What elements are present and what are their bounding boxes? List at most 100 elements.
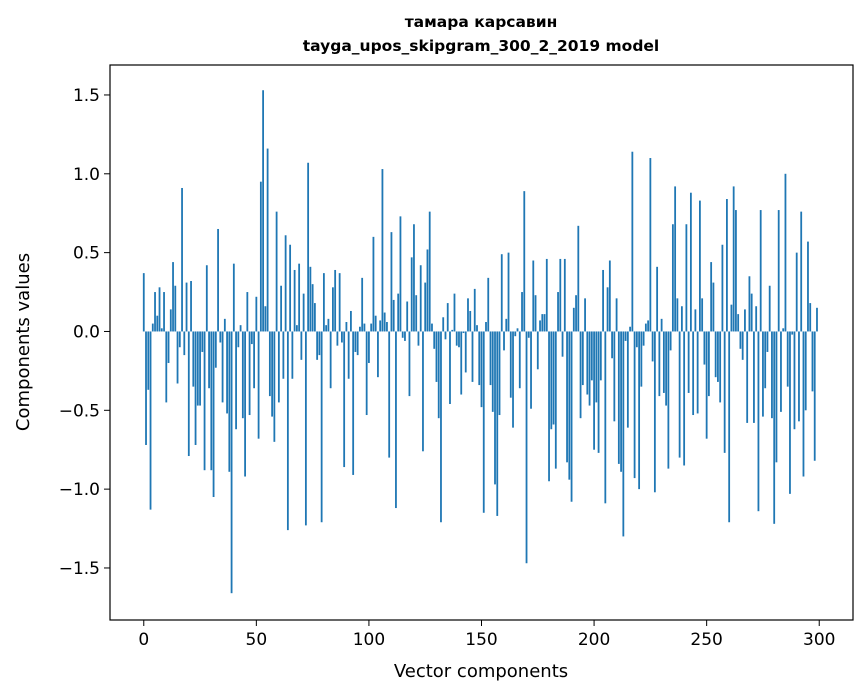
x-tick-label: 0 (138, 630, 149, 650)
bar (383, 312, 386, 332)
bar (196, 331, 199, 406)
bar (413, 224, 415, 332)
bar (489, 331, 492, 386)
y-axis-ticks: −1.5 −1.0 −0.5 0.0 0.5 1.0 1.5 (59, 86, 110, 579)
bar (262, 90, 264, 332)
bar (710, 262, 713, 332)
bar (514, 331, 517, 337)
bar (399, 216, 402, 332)
bar (431, 323, 433, 332)
bar (273, 331, 276, 442)
bar (410, 257, 413, 332)
bar (230, 331, 233, 594)
bar (708, 331, 710, 397)
bar (480, 331, 483, 408)
bar (419, 265, 422, 332)
bar (293, 269, 296, 332)
bar (593, 331, 595, 450)
bar (379, 320, 382, 332)
bar (780, 331, 782, 412)
bar (160, 328, 163, 332)
bar (753, 331, 755, 423)
bar (442, 317, 445, 332)
bar (615, 298, 618, 332)
bar (692, 331, 695, 416)
bar (167, 331, 170, 363)
bar (417, 331, 420, 346)
bar (604, 331, 607, 504)
bar (683, 331, 686, 466)
bar (640, 331, 643, 387)
bar (705, 331, 708, 439)
bar (201, 331, 204, 352)
bar (782, 328, 785, 332)
bar (226, 331, 228, 414)
bar (471, 331, 474, 382)
bar (685, 224, 688, 332)
bar (322, 273, 325, 332)
bar (332, 287, 334, 332)
bar (302, 293, 305, 332)
bar (327, 318, 330, 332)
y-tick-label: 0.5 (73, 244, 100, 264)
bar (795, 252, 798, 332)
bar (354, 331, 357, 352)
bar (586, 331, 589, 395)
bar (147, 331, 150, 390)
bar (523, 191, 526, 332)
bar (579, 331, 582, 419)
bar (363, 323, 366, 332)
bar (473, 288, 476, 332)
bar (208, 331, 210, 389)
bar (714, 331, 717, 378)
bar (539, 320, 541, 332)
bar (563, 258, 566, 332)
bar (482, 331, 485, 513)
bar (469, 310, 472, 332)
bar (264, 306, 267, 332)
bar (633, 331, 636, 479)
bar (478, 331, 481, 386)
bar (255, 296, 258, 332)
bar (190, 281, 192, 332)
bar (735, 210, 737, 332)
bar (304, 331, 307, 526)
bar (541, 314, 544, 332)
bar (192, 331, 195, 387)
bar (509, 331, 512, 398)
bar (717, 331, 719, 382)
bar (422, 331, 424, 452)
bar (248, 331, 251, 416)
chart-title: тамара карсавин (405, 13, 558, 31)
bar (507, 252, 510, 332)
bar (395, 331, 397, 509)
bar (680, 306, 683, 332)
bar (275, 211, 278, 332)
bar (212, 331, 215, 498)
bar (572, 307, 575, 332)
bar (699, 200, 701, 332)
bar (658, 331, 661, 397)
bar (286, 331, 289, 531)
bar (214, 331, 217, 368)
bar (298, 263, 301, 332)
x-axis-label: Vector components (394, 661, 568, 682)
bar (656, 266, 659, 332)
bar (649, 158, 652, 332)
bar (246, 292, 249, 332)
bar (491, 331, 494, 412)
bar (241, 331, 244, 419)
y-tick-label: 0.0 (73, 322, 100, 342)
bar (543, 314, 546, 332)
bar (766, 331, 769, 352)
bar (624, 331, 627, 341)
bar (397, 293, 400, 332)
bar (392, 299, 395, 332)
bar (512, 331, 514, 428)
bar (453, 293, 456, 332)
bar (381, 169, 384, 332)
bar (550, 331, 553, 430)
bar (804, 331, 807, 411)
bar (516, 328, 519, 332)
bar (588, 331, 591, 406)
